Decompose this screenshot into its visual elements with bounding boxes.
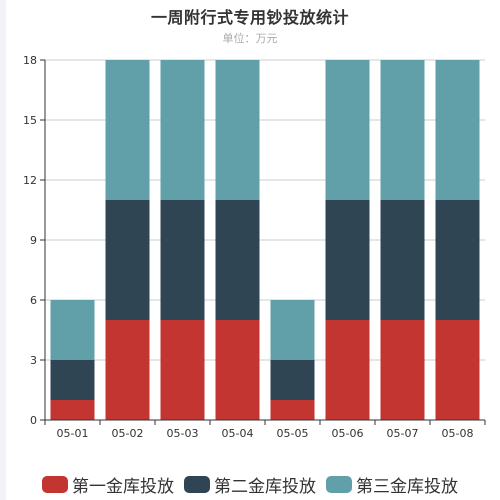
bar-segment xyxy=(160,320,205,420)
x-tick-label: 05-04 xyxy=(222,427,254,440)
bar-segment xyxy=(160,60,205,200)
bar-segment xyxy=(380,60,425,200)
legend: 第一金库投放 第二金库投放 第三金库投放 xyxy=(0,472,500,497)
bar-segment xyxy=(325,200,370,320)
bar-segment xyxy=(105,320,150,420)
bar-segment xyxy=(270,300,315,360)
bar-segment xyxy=(380,320,425,420)
bar-segment xyxy=(105,60,150,200)
legend-label: 第一金库投放 xyxy=(72,477,174,497)
y-tick-label: 15 xyxy=(23,114,37,127)
bar-segment xyxy=(435,60,480,200)
legend-label: 第二金库投放 xyxy=(214,477,316,497)
bar-segment xyxy=(270,360,315,400)
legend-label: 第三金库投放 xyxy=(356,477,458,497)
bar-segment xyxy=(105,200,150,320)
y-tick-label: 9 xyxy=(30,234,37,247)
bar-segment xyxy=(325,320,370,420)
y-tick-label: 0 xyxy=(30,414,37,427)
bar-segment xyxy=(325,60,370,200)
x-tick-label: 05-02 xyxy=(112,427,144,440)
legend-item[interactable]: 第一金库投放 xyxy=(42,472,174,497)
bar-segment xyxy=(160,200,205,320)
y-tick-label: 12 xyxy=(23,174,37,187)
y-tick-label: 6 xyxy=(30,294,37,307)
bar-segment xyxy=(270,400,315,420)
bar-segment xyxy=(215,200,260,320)
x-tick-label: 05-08 xyxy=(442,427,474,440)
bar-segment xyxy=(215,320,260,420)
chart-title: 一周附行式专用钞投放统计 xyxy=(150,8,349,27)
x-tick-label: 05-06 xyxy=(332,427,364,440)
bar-segment xyxy=(380,200,425,320)
x-tick-label: 05-07 xyxy=(387,427,419,440)
x-tick-label: 05-01 xyxy=(57,427,89,440)
x-tick-label: 05-03 xyxy=(167,427,199,440)
bar-segment xyxy=(50,300,95,360)
bar-segment xyxy=(435,320,480,420)
chart-subtitle: 单位：万元 xyxy=(222,32,278,45)
bar-segment xyxy=(215,60,260,200)
bar-segment xyxy=(50,400,95,420)
legend-swatch xyxy=(184,476,210,493)
y-tick-label: 18 xyxy=(23,54,37,67)
bar-segment xyxy=(50,360,95,400)
legend-item[interactable]: 第二金库投放 xyxy=(184,472,316,497)
x-tick-label: 05-05 xyxy=(277,427,309,440)
legend-item[interactable]: 第三金库投放 xyxy=(326,472,458,497)
legend-swatch xyxy=(326,476,352,493)
bar-segment xyxy=(435,200,480,320)
y-tick-label: 3 xyxy=(30,354,37,367)
side-strip xyxy=(0,0,6,500)
legend-swatch xyxy=(42,476,68,493)
